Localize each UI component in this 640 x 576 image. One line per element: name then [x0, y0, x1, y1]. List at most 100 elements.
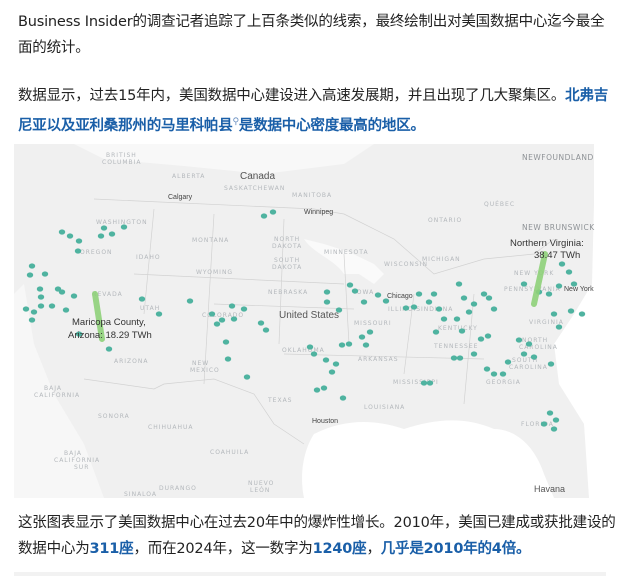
data-center-marker	[484, 333, 492, 339]
label-north-dakota: NORTH	[274, 236, 300, 243]
data-center-marker	[26, 272, 34, 278]
data-center-marker	[490, 371, 498, 377]
label-north-dakota-2: DAKOTA	[272, 243, 302, 250]
data-center-marker	[22, 306, 30, 312]
label-washington: WASHINGTON	[96, 219, 148, 226]
label-montana: MONTANA	[192, 237, 229, 244]
data-center-marker	[366, 329, 374, 335]
count-2010: 311座	[89, 541, 134, 557]
label-nevada: NEVADA	[92, 291, 123, 298]
data-center-marker	[37, 303, 45, 309]
hudson-bay	[74, 144, 374, 174]
data-center-marker	[36, 286, 44, 292]
data-center-marker	[75, 238, 83, 244]
data-center-marker	[260, 213, 268, 219]
data-center-marker	[230, 316, 238, 322]
data-center-marker	[138, 296, 146, 302]
label-nuevo-leon: NUEVO	[248, 480, 274, 487]
data-center-marker	[515, 337, 523, 343]
label-texas: TEXAS	[267, 397, 292, 404]
data-center-marker	[120, 224, 128, 230]
data-center-marker	[339, 395, 347, 401]
data-center-marker	[58, 289, 66, 295]
data-center-marker	[228, 303, 236, 309]
borders	[83, 198, 555, 445]
data-center-marker	[28, 263, 36, 269]
label-newfoundland: NEWFOUNDLAND	[522, 153, 594, 162]
data-center-marker	[420, 380, 428, 386]
intro-text: Business Insider的调查记者追踪了上百条类似的线索，最终绘制出对美…	[18, 14, 605, 56]
label-baja-2: CALIFORNIA	[34, 392, 80, 399]
label-north-carolina: NORTH	[522, 337, 548, 344]
data-center-marker	[565, 269, 573, 275]
label-south-carolina: SOUTH	[512, 357, 538, 364]
growth-text-c: ，	[366, 541, 381, 557]
data-center-marker	[70, 293, 78, 299]
data-center-marker	[435, 306, 443, 312]
data-center-marker	[460, 295, 468, 301]
label-oklahoma: OKLAHOMA	[282, 347, 325, 354]
data-center-marker	[208, 311, 216, 317]
label-south-dakota-2: DAKOTA	[272, 264, 302, 271]
data-center-marker	[320, 385, 328, 391]
data-center-marker	[470, 301, 478, 307]
atlantic-ocean	[554, 144, 606, 498]
label-manitoba: MANITOBA	[292, 192, 332, 199]
label-british-columbia-2: COLUMBIA	[102, 159, 142, 166]
label-durango: DURANGO	[159, 485, 197, 492]
label-florida: FLORIDA	[521, 421, 554, 428]
data-center-marker	[578, 311, 586, 317]
data-center-marker	[504, 359, 512, 365]
search-icon[interactable]: ⚲	[232, 117, 240, 127]
data-center-marker	[453, 316, 461, 322]
data-center-marker	[351, 288, 359, 294]
data-center-marker	[430, 291, 438, 297]
data-center-marker	[66, 233, 74, 239]
data-center-marker	[382, 298, 390, 304]
data-center-marker	[550, 311, 558, 317]
data-center-marker	[213, 321, 221, 327]
label-south-dakota: SOUTH	[274, 257, 300, 264]
label-wyoming: WYOMING	[196, 269, 233, 276]
gulf-of-mexico	[302, 420, 554, 498]
label-canada: Canada	[240, 171, 275, 182]
label-houston: Houston	[312, 418, 338, 425]
data-center-marker	[470, 351, 478, 357]
data-center-marker	[186, 298, 194, 304]
data-center-marker	[362, 342, 370, 348]
lake-superior	[304, 239, 384, 284]
label-calgary: Calgary	[168, 194, 193, 201]
data-center-marker	[525, 341, 533, 347]
data-center-marker	[218, 317, 226, 323]
data-center-marker	[240, 306, 248, 312]
data-center-marker	[322, 357, 330, 363]
data-center-marker	[97, 233, 105, 239]
data-center-marker	[155, 311, 163, 317]
label-sinaloa: SINALOA	[124, 491, 157, 498]
data-center-marker	[545, 291, 553, 297]
label-iowa: IOWA	[354, 289, 374, 296]
label-arkansas: ARKANSAS	[358, 356, 399, 363]
data-center-marker	[458, 328, 466, 334]
data-center-marker	[306, 344, 314, 350]
data-center-marker	[332, 361, 340, 367]
label-baja-sur-3: SUR	[74, 464, 89, 471]
label-new-york-state: NEW YORK	[514, 270, 554, 277]
label-baja-sur-2: CALIFORNIA	[54, 457, 100, 464]
label-quebec: QUÉBEC	[484, 200, 515, 208]
growth-text-a: 这张图表显示了美国数据中心在过去20年中的爆炸性增长。2010年，美国已建成或获…	[18, 515, 616, 557]
label-british-columbia: BRITISH	[106, 152, 137, 159]
data-center-marker	[62, 307, 70, 313]
label-alberta: ALBERTA	[172, 173, 205, 180]
label-arizona: ARIZONA	[114, 358, 148, 365]
data-center-marker	[456, 355, 464, 361]
label-minnesota: MINNESOTA	[324, 249, 369, 256]
data-center-marker	[108, 231, 116, 237]
data-center-marker	[402, 305, 410, 311]
intro-paragraph: Business Insider的调查记者追踪了上百条类似的线索，最终绘制出对美…	[18, 9, 618, 61]
data-center-marker	[546, 410, 554, 416]
data-center-marker	[346, 282, 354, 288]
data-center-marker	[410, 304, 418, 310]
label-colorado: COLORADO	[202, 312, 244, 319]
data-center-marker	[499, 371, 507, 377]
